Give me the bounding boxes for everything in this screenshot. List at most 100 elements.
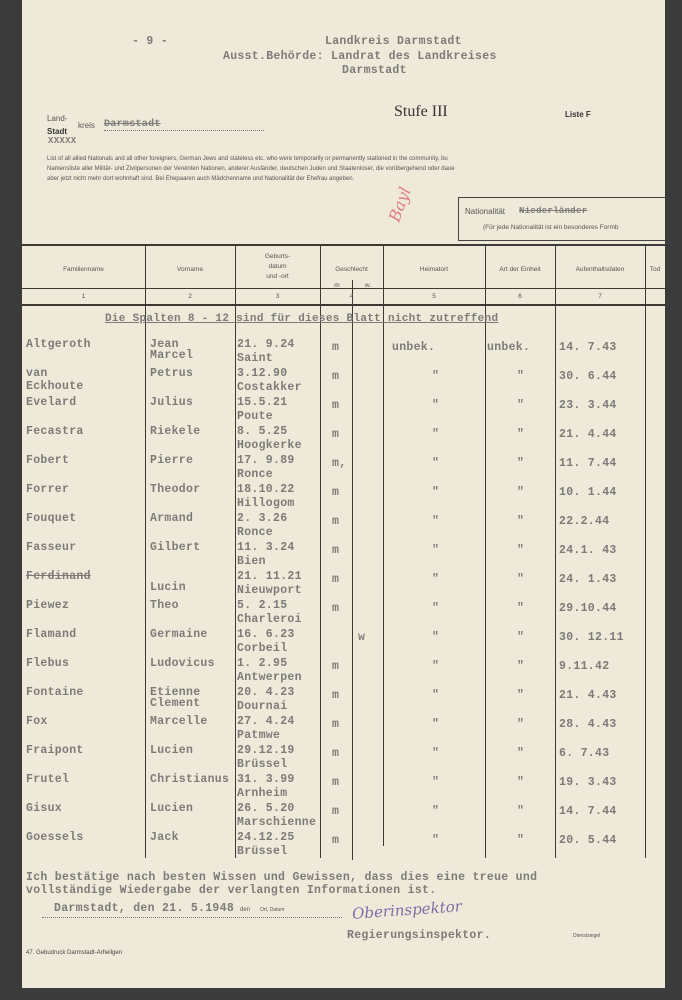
stay-date: 14. 7.43 (559, 341, 617, 354)
table-row: Piewez Theo 5. 2.15 Charleroi m " " 29.10.44 (22, 599, 665, 629)
date-line (42, 917, 342, 918)
table-row: Fontaine Etienne Clement 20. 4.23 Dournai m " "… (22, 686, 665, 716)
column-divider (235, 246, 236, 858)
sex: m (332, 747, 340, 760)
column-divider (555, 246, 556, 858)
table-row: Flamand Germaine 16. 6.23 Corbeil w " " 30. 12.… (22, 628, 665, 658)
family-name: Flamand (26, 628, 77, 641)
signature: Oberinspektor (351, 897, 463, 923)
family-name: Fontaine (26, 686, 84, 699)
unit-type: " (517, 776, 525, 789)
family-name: Altgeroth (26, 338, 91, 351)
home-town: " (432, 805, 440, 818)
table-row: Fouquet Armand 2. 3.26 Ronce m " " 22.2.44 (22, 512, 665, 542)
family-name: Piewez (26, 599, 70, 612)
unit-type: " (517, 573, 525, 586)
stadt-label: Stadt (47, 127, 67, 136)
birth-date: 15.5.21 (237, 396, 288, 409)
column-header: Geschlecht (335, 266, 368, 273)
birth-date: 8. 5.25 (237, 425, 288, 438)
nationality-value: Niederländer (519, 206, 588, 216)
stay-date: 11. 7.44 (559, 457, 617, 470)
first-name: Armand (150, 512, 194, 525)
birth-date: 11. 3.24 (237, 541, 295, 554)
birth-date: 3.12.90 (237, 367, 288, 380)
column-number: 5 (432, 293, 436, 300)
sex: m (332, 399, 340, 412)
sex: m (332, 718, 340, 731)
siegel-label: Dienstsiegel (573, 933, 601, 939)
sex: m (332, 776, 340, 789)
first-name: Marcelle (150, 715, 208, 728)
column-header: Familienname (63, 266, 104, 273)
family-name: Evelard (26, 396, 77, 409)
unit-type: " (517, 486, 525, 499)
birth-place: Ronce (237, 468, 274, 481)
sex: m (332, 486, 340, 499)
unit-type: unbek. (487, 341, 531, 354)
column-number: 4 (349, 293, 354, 300)
stay-date: 28. 4.43 (559, 718, 617, 731)
unit-type: " (517, 544, 525, 557)
birth-date: 20. 4.23 (237, 686, 295, 699)
table-row: Fraipont Lucien 29.12.19 Brüssel m " " 6. 7.43 (22, 744, 665, 774)
family-name: Ferdinand (26, 570, 91, 583)
birth-place: Poute (237, 410, 274, 423)
home-town: " (432, 689, 440, 702)
typed-header-line-3: Darmstadt (342, 64, 407, 77)
column-divider (383, 246, 384, 846)
intro-english: List of all allied Nationals and all oth… (47, 156, 448, 162)
stay-date: 6. 7.43 (559, 747, 610, 760)
stay-date: 20. 5.44 (559, 834, 617, 847)
stay-date: 21. 4.44 (559, 428, 617, 441)
unit-type: " (517, 718, 525, 731)
columns-note: Die Spalten 8 - 12 sind für dieses Blatt… (105, 313, 499, 325)
stay-date: 24. 1.43 (559, 573, 617, 586)
birth-place: Marschienne (237, 816, 317, 829)
red-stamp-mark: Bayl (384, 184, 415, 225)
column-header: Tod (649, 266, 661, 273)
table-row: Ferdinand Lucin 21. 11.21 Nieuwport m " " 24. 1… (22, 570, 665, 600)
first-name: Theo (150, 599, 179, 612)
sex: m (332, 602, 340, 615)
home-town: " (432, 602, 440, 615)
number-row-rule (22, 288, 665, 289)
first-name-line-2: Lucin (150, 581, 187, 594)
family-name: Forrer (26, 483, 70, 496)
birth-date: 27. 4.24 (237, 715, 295, 728)
birth-place: Ronce (237, 526, 274, 539)
table-row: Flebus Ludovicus 1. 2.95 Antwerpen m " " 9.11.4… (22, 657, 665, 687)
land-label: Land- (47, 114, 68, 123)
sex-column-divider (352, 280, 353, 860)
sex-female-subheader: w. (364, 282, 372, 289)
sex: m, (332, 457, 347, 470)
birth-place: Brüssel (237, 758, 288, 771)
unit-type: " (517, 747, 525, 760)
column-number: 7 (598, 293, 602, 300)
intro-german-2: aber jetzt nicht mehr dort wohnhaft sind… (47, 176, 355, 182)
table-row: Goessels Jack 24.12.25 Brüssel m " " 20. 5.44 (22, 831, 665, 861)
family-name: Goessels (26, 831, 84, 844)
column-number: 1 (81, 293, 86, 300)
family-name: Frutel (26, 773, 70, 786)
birth-date: 5. 2.15 (237, 599, 288, 612)
column-header: Vorname (176, 266, 204, 273)
stufe-title: Stufe III (394, 103, 448, 120)
birth-place: Brüssel (237, 845, 288, 858)
kreis-value: Darmstadt (104, 119, 264, 131)
stay-date: 30. 6.44 (559, 370, 617, 383)
table-row: Fobert Pierre 17. 9.89 Ronce m, " " 11. 7.44 (22, 454, 665, 484)
table-row: Forrer Theodor 18.10.22 Hillogom m " " 10. 1.44 (22, 483, 665, 513)
sex: m (332, 341, 340, 354)
unit-type: " (517, 428, 525, 441)
home-town: " (432, 544, 440, 557)
document-page: - 9 - Landkreis Darmstadt Ausst.Behörde:… (22, 0, 665, 988)
family-name: van (26, 367, 48, 380)
sex: m (332, 660, 340, 673)
home-town: " (432, 457, 440, 470)
column-number: 6 (518, 293, 522, 300)
birth-place: Charleroi (237, 613, 302, 626)
table-row: Fox Marcelle 27. 4.24 Patmwe m " " 28. 4.43 (22, 715, 665, 745)
unit-type: " (517, 602, 525, 615)
birth-date: 2. 3.26 (237, 512, 288, 525)
